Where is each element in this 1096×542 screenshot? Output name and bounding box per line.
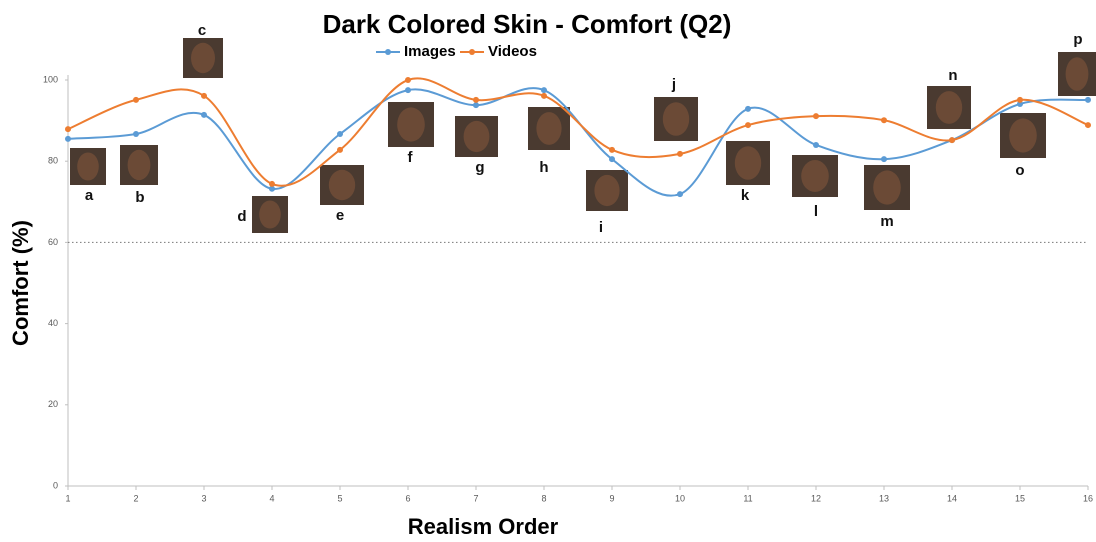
x-tick-label: 13 — [879, 493, 889, 503]
chart: Dark Colored Skin - Comfort (Q2) Realism… — [0, 0, 1096, 542]
series-point — [541, 87, 547, 93]
series-point — [65, 126, 71, 132]
point-label: b — [135, 189, 144, 206]
legend-marker — [385, 49, 391, 55]
x-tick-label: 14 — [947, 493, 957, 503]
point-label: k — [741, 187, 750, 204]
face-shape — [128, 150, 151, 180]
legend-label: Videos — [488, 43, 537, 60]
x-tick-label: 3 — [201, 493, 206, 503]
face-shape — [191, 43, 215, 73]
x-tick-label: 1 — [65, 493, 70, 503]
point-label: l — [814, 203, 818, 220]
x-tick-label: 12 — [811, 493, 821, 503]
y-tick-label: 0 — [53, 480, 58, 490]
series-point — [677, 191, 683, 197]
point-label: a — [85, 187, 94, 204]
series-point — [133, 131, 139, 137]
series-point — [337, 131, 343, 137]
series-point — [881, 117, 887, 123]
face-shape — [936, 91, 962, 124]
series-point — [201, 112, 207, 118]
x-tick-label: 6 — [405, 493, 410, 503]
y-axis-label: Comfort (%) — [8, 220, 33, 346]
x-tick-label: 5 — [337, 493, 342, 503]
x-tick-label: 4 — [269, 493, 274, 503]
x-axis-label: Realism Order — [408, 514, 559, 539]
series-point — [609, 147, 615, 153]
series-point — [337, 147, 343, 153]
face-images — [70, 38, 1096, 233]
point-label: e — [336, 207, 344, 224]
x-tick-label: 7 — [473, 493, 478, 503]
series-point — [745, 122, 751, 128]
point-label: o — [1015, 162, 1024, 179]
y-tick-label: 20 — [48, 399, 58, 409]
series-point — [473, 102, 479, 108]
series-point — [201, 93, 207, 99]
series-point — [473, 97, 479, 103]
y-tick-label: 80 — [48, 156, 58, 166]
series-point — [1085, 97, 1091, 103]
series-point — [1017, 97, 1023, 103]
point-label: f — [408, 149, 414, 166]
point-label: h — [539, 159, 548, 176]
face-shape — [663, 102, 689, 135]
x-tick-label: 15 — [1015, 493, 1025, 503]
point-label: m — [880, 213, 893, 230]
x-tick-label: 2 — [133, 493, 138, 503]
series-point — [881, 156, 887, 162]
series-point — [745, 106, 751, 112]
y-tick-label: 100 — [43, 74, 58, 84]
face-shape — [329, 170, 355, 200]
x-tick-label: 11 — [743, 493, 752, 503]
point-label: p — [1073, 31, 1082, 48]
face-shape — [801, 160, 829, 192]
x-tick-label: 8 — [541, 493, 546, 503]
face-shape — [464, 121, 490, 152]
x-tick-label: 10 — [675, 493, 685, 503]
series-point — [1085, 122, 1091, 128]
series-point — [677, 151, 683, 157]
x-tick-label: 9 — [609, 493, 614, 503]
face-shape — [259, 200, 281, 228]
point-label: g — [475, 159, 484, 176]
y-tick-label: 40 — [48, 318, 58, 328]
face-shape — [594, 175, 619, 206]
series-point — [541, 93, 547, 99]
point-label: c — [198, 22, 206, 39]
series-point — [949, 137, 955, 143]
point-label: d — [237, 208, 246, 225]
series-point — [133, 97, 139, 103]
face-shape — [735, 146, 761, 179]
x-tick-label: 16 — [1083, 493, 1093, 503]
face-shape — [77, 152, 99, 180]
series-point — [813, 142, 819, 148]
chart-title: Dark Colored Skin - Comfort (Q2) — [323, 9, 732, 39]
face-shape — [536, 112, 561, 145]
face-shape — [1066, 57, 1089, 90]
face-shape — [397, 107, 425, 141]
series-point — [405, 77, 411, 83]
face-shape — [873, 170, 901, 204]
point-label: i — [599, 219, 603, 236]
series-point — [609, 156, 615, 162]
series-point — [405, 87, 411, 93]
series-point — [269, 181, 275, 187]
point-label: j — [671, 76, 676, 93]
legend-marker — [469, 49, 475, 55]
legend-label: Images — [404, 43, 456, 60]
y-tick-label: 60 — [48, 237, 58, 247]
series-point — [813, 113, 819, 119]
face-shape — [1009, 118, 1037, 152]
series-point — [65, 136, 71, 142]
point-label: n — [948, 67, 957, 84]
